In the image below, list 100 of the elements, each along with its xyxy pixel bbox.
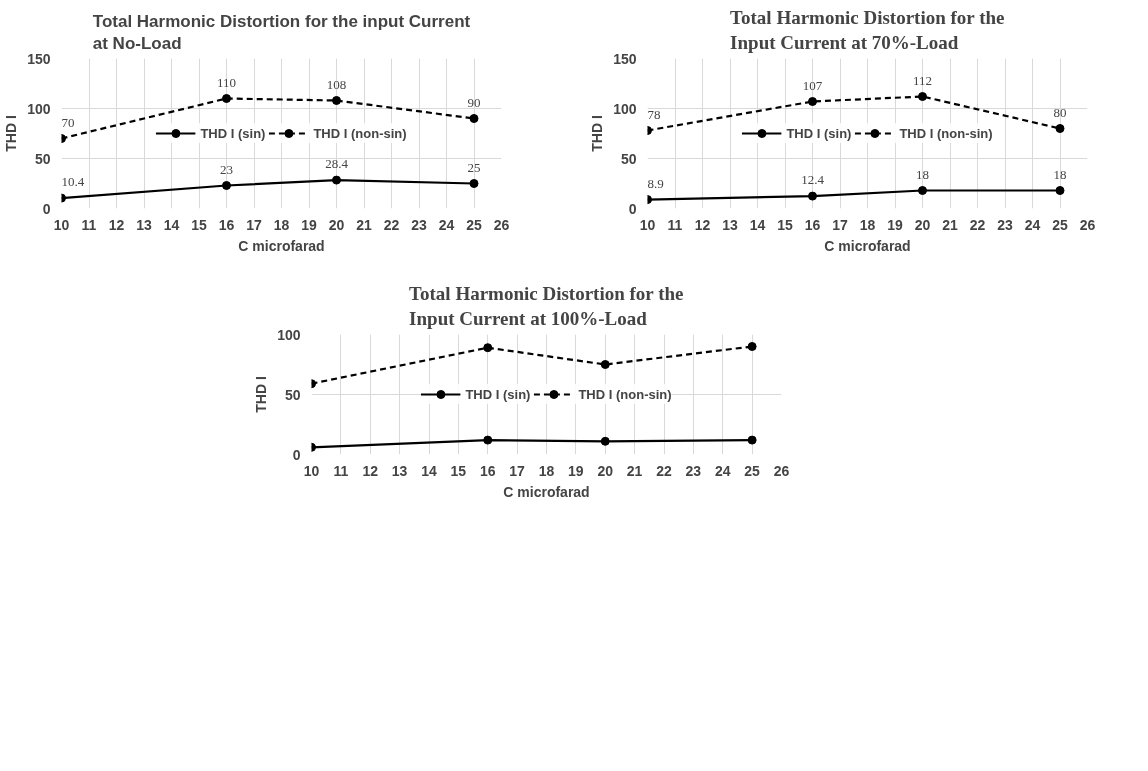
chart-title: Total Harmonic Distortion for the input Current at No-Load (92, 11, 471, 54)
y-tick-label: 0 (628, 200, 637, 217)
x-tick-label: 22 (969, 216, 986, 233)
y-tick-label: 100 (27, 100, 51, 117)
x-tick-label: 17 (246, 216, 262, 233)
x-tick-label: 21 (356, 216, 372, 233)
data-label: 70 (61, 114, 75, 130)
x-tick-label: 24 (1024, 216, 1041, 233)
y-tick-label: 0 (292, 446, 301, 463)
data-label: 18 (1053, 166, 1067, 182)
y-axis-title: THD I (253, 376, 270, 413)
point (469, 114, 479, 123)
x-tick-label: 11 (333, 462, 349, 479)
x-tick-label: 21 (942, 216, 958, 233)
x-tick-label: 11 (667, 216, 683, 233)
x-tick-label: 10 (53, 216, 70, 233)
point (332, 96, 341, 105)
x-tick-label: 14 (163, 216, 180, 233)
data-label: 112 (912, 72, 933, 88)
point (1055, 186, 1065, 195)
y-tick-label: 100 (613, 100, 637, 117)
data-label: 18 (916, 166, 929, 182)
x-tick-label: 22 (383, 216, 400, 233)
x-tick-label: 15 (777, 216, 793, 233)
legend-label: THD I (non-sin) (899, 125, 993, 141)
x-tick-label: 12 (108, 216, 125, 233)
y-tick-label: 50 (284, 386, 301, 403)
point (918, 92, 927, 101)
x-tick-label: 13 (391, 462, 408, 479)
data-label: 107 (802, 77, 823, 93)
data-label: 80 (1053, 104, 1067, 120)
point (808, 97, 817, 106)
point (808, 191, 817, 201)
x-tick-label: 12 (694, 216, 711, 233)
chart-title: Total Harmonic Distortion for the Input Current at 70%-Load (730, 7, 1005, 54)
point (483, 343, 493, 353)
x-tick-label: 24 (714, 462, 731, 479)
x-tick-label: 20 (328, 216, 345, 233)
x-tick-label: 10 (639, 216, 656, 233)
point (747, 342, 757, 351)
data-label: 8.9 (647, 175, 664, 191)
legend-label: THD I (non-sin) (578, 386, 672, 402)
legend-label: THD I (sin) (465, 386, 531, 402)
x-tick-label: 20 (914, 216, 931, 233)
x-tick-label: 19 (301, 216, 317, 233)
x-tick-label: 21 (626, 462, 643, 479)
x-tick-label: 17 (509, 462, 526, 479)
x-tick-label: 19 (887, 216, 903, 233)
data-label: 12.4 (801, 172, 825, 188)
chart-title: Total Harmonic Distortion for the Input Current at 100%-Load (409, 283, 684, 330)
legend-label: THD I (sin) (786, 125, 852, 141)
data-label: 28.4 (325, 156, 349, 172)
x-tick-label: 18 (273, 216, 290, 233)
y-tick-label: 150 (27, 50, 51, 67)
point (1055, 124, 1065, 133)
y-axis-title: THD I (589, 115, 606, 152)
x-tick-label: 15 (450, 462, 467, 479)
x-tick-label: 20 (597, 462, 614, 479)
data-label: 110 (216, 74, 237, 90)
x-tick-label: 19 (568, 462, 584, 479)
data-label: 23 (220, 161, 233, 177)
x-tick-label: 16 (479, 462, 496, 479)
point (483, 435, 493, 445)
y-tick-label: 50 (620, 150, 637, 167)
point (469, 179, 479, 188)
x-tick-label: 16 (804, 216, 821, 233)
point (600, 436, 610, 446)
x-tick-label: 22 (656, 462, 672, 479)
y-tick-label: 0 (42, 200, 51, 217)
x-tick-label: 13 (136, 216, 152, 233)
y-tick-label: 50 (34, 150, 51, 167)
x-tick-label: 10 (303, 462, 320, 479)
x-tick-label: 26 (1079, 216, 1096, 233)
x-tick-label: 14 (421, 462, 437, 479)
x-axis-title: C microfarad (503, 483, 590, 500)
y-tick-label: 150 (613, 50, 637, 67)
point (747, 435, 757, 445)
data-label: 78 (647, 106, 661, 122)
x-tick-label: 18 (859, 216, 876, 233)
point (918, 186, 927, 195)
x-tick-label: 14 (749, 216, 766, 233)
x-tick-label: 18 (538, 462, 555, 479)
x-tick-label: 17 (832, 216, 848, 233)
point (222, 181, 231, 190)
x-tick-label: 23 (685, 462, 702, 479)
x-tick-label: 16 (218, 216, 235, 233)
x-tick-label: 25 (1052, 216, 1068, 233)
data-label: 108 (326, 76, 347, 92)
x-axis-title: C microfarad (824, 237, 911, 254)
y-tick-label: 100 (277, 326, 301, 343)
x-tick-label: 25 (744, 462, 761, 479)
legend-label: THD I (non-sin) (313, 125, 407, 141)
x-axis-title: C microfarad (238, 237, 325, 254)
point (600, 360, 610, 369)
data-label: 10.4 (61, 174, 85, 190)
x-tick-label: 23 (411, 216, 427, 233)
y-axis-title: THD I (3, 115, 20, 152)
x-tick-label: 24 (438, 216, 455, 233)
x-tick-label: 11 (81, 216, 97, 233)
point (332, 175, 341, 185)
